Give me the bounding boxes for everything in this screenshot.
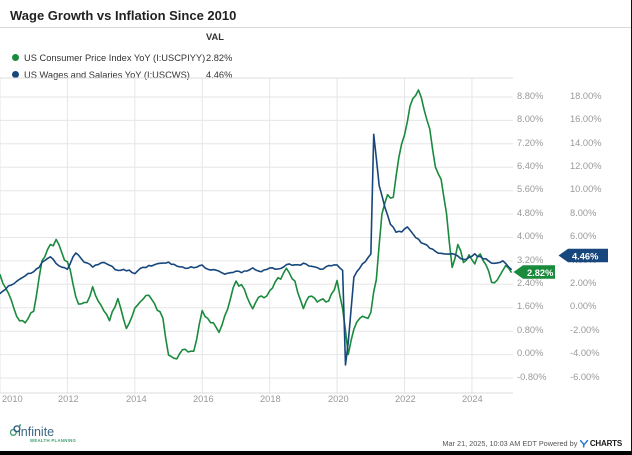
svg-text:2.82%: 2.82%	[527, 268, 554, 278]
svg-text:4.46%: 4.46%	[572, 252, 599, 262]
